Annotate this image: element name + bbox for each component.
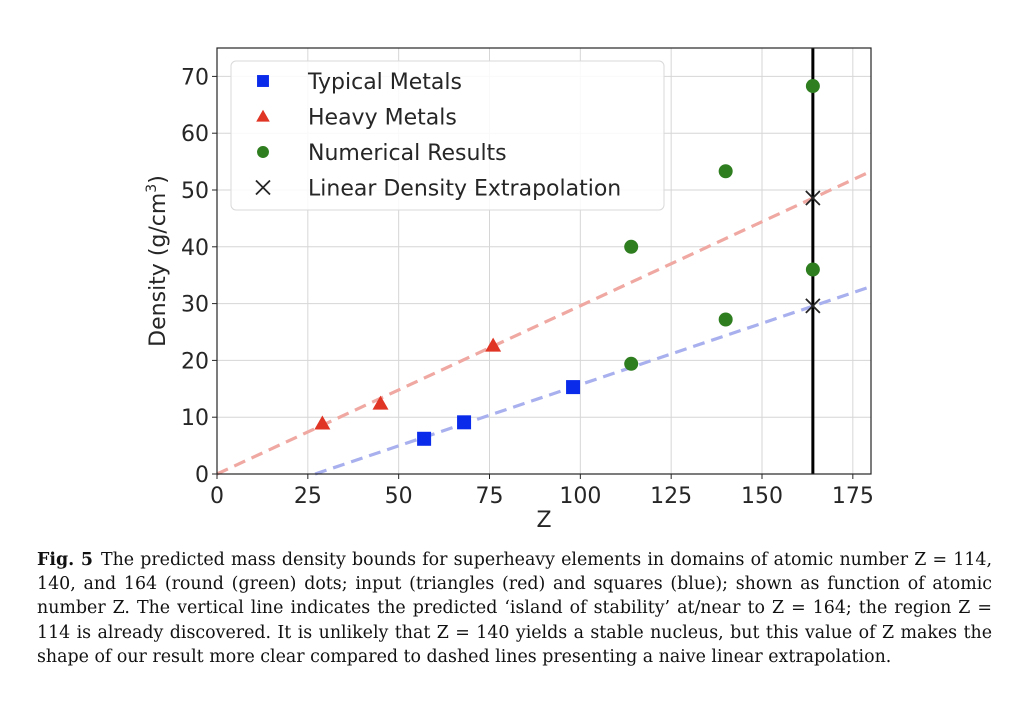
- x-axis-label: Z: [536, 508, 551, 533]
- y-axis-label: Density (g/cm3): [144, 175, 171, 347]
- legend: Typical Metals Heavy Metals Numerical Resu…: [230, 60, 665, 211]
- data-marks: [314, 79, 821, 446]
- figure-label: Fig. 5: [37, 550, 93, 570]
- circle-data-point: [805, 262, 820, 277]
- legend-square-icon: [257, 75, 269, 87]
- y-tick-label: 40: [181, 236, 209, 261]
- x-data-point: [805, 298, 821, 314]
- triangle-data-point: [372, 395, 389, 410]
- legend-triangle-icon: [256, 109, 270, 122]
- caption-text: The predicted mass density bounds for su…: [37, 550, 992, 667]
- plot-frame: [216, 47, 872, 475]
- square-data-point: [457, 415, 472, 430]
- legend-circle-icon: [257, 146, 269, 158]
- circle-data-point: [718, 312, 733, 327]
- triangle-data-point: [314, 415, 331, 430]
- circle-data-point: [624, 239, 639, 254]
- x-tick-label: 0: [210, 484, 224, 509]
- x-tick-label: 125: [650, 484, 692, 509]
- x-tick-label: 175: [832, 484, 874, 509]
- legend-x-mark-icon: [255, 179, 271, 196]
- circle-data-point: [624, 356, 639, 371]
- x-tick-label: 25: [294, 484, 322, 509]
- density-chart: 0 25 50 75 100 125 150 175 0 10 20 30 40 50 60 70 Z Den…: [144, 47, 874, 533]
- y-tick-label: 50: [181, 179, 209, 204]
- axis-ticks: 0 25 50 75 100 125 150 175 0 10 20 30 40 50 60 70: [181, 65, 874, 509]
- x-data-point: [805, 190, 821, 206]
- legend-box: [230, 60, 665, 211]
- legend-entry-label: Heavy Metals: [308, 106, 457, 131]
- y-tick-label: 0: [195, 463, 209, 488]
- circle-data-point: [805, 79, 820, 94]
- y-tick-label: 70: [181, 65, 209, 90]
- x-tick-label: 75: [476, 484, 504, 509]
- square-data-point: [566, 380, 581, 395]
- square-data-point: [417, 431, 432, 446]
- legend-entry-label: Numerical Results: [308, 141, 507, 166]
- x-tick-label: 100: [559, 484, 601, 509]
- y-tick-label: 60: [181, 122, 209, 147]
- y-tick-label: 30: [181, 293, 209, 318]
- triangle-data-point: [485, 337, 502, 352]
- legend-entry-label: Typical Metals: [307, 70, 462, 95]
- x-tick-label: 50: [385, 484, 413, 509]
- legend-entry-label: Linear Density Extrapolation: [308, 177, 621, 202]
- typical-metals-fit-line: [314, 285, 872, 476]
- y-tick-label: 10: [181, 406, 209, 431]
- figure-caption: Fig. 5 The predicted mass density bounds …: [37, 548, 992, 669]
- y-tick-label: 20: [181, 349, 209, 374]
- circle-data-point: [718, 164, 733, 179]
- x-tick-label: 150: [741, 484, 783, 509]
